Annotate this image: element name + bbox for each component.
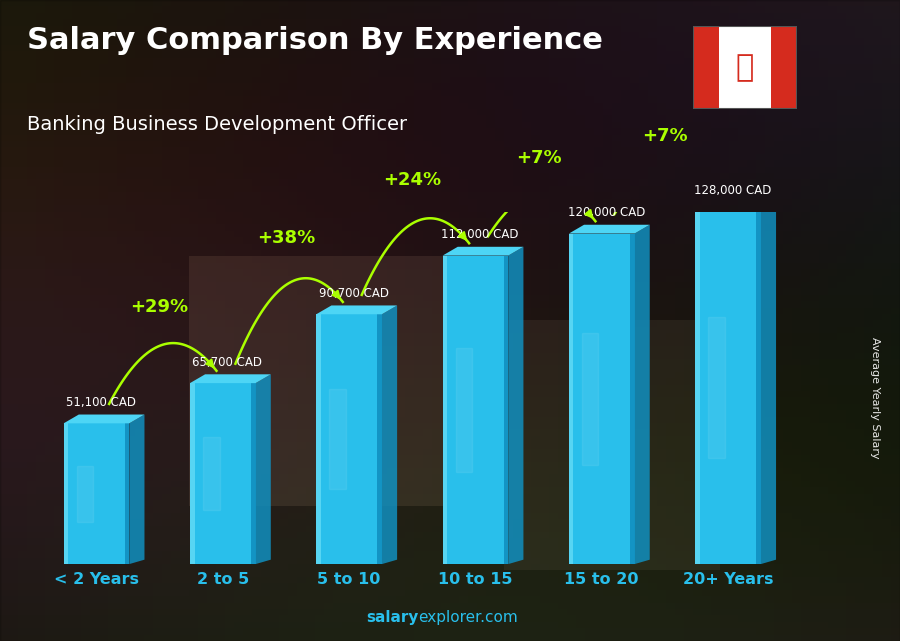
Text: Banking Business Development Officer: Banking Business Development Officer [27,115,407,135]
Text: 🍁: 🍁 [735,53,754,82]
Bar [630,233,634,564]
Text: 51,100 CAD: 51,100 CAD [66,396,136,409]
Text: +29%: +29% [130,298,189,316]
Polygon shape [708,317,725,458]
Polygon shape [695,203,776,212]
Text: +38%: +38% [256,229,315,247]
Bar [251,383,256,564]
Bar [695,212,700,564]
Bar [770,26,796,109]
Text: 112,000 CAD: 112,000 CAD [441,228,518,242]
Text: 90,700 CAD: 90,700 CAD [319,287,389,300]
Text: Average Yearly Salary: Average Yearly Salary [869,337,880,458]
Bar [64,423,130,564]
Text: 128,000 CAD: 128,000 CAD [694,185,771,197]
Bar [190,383,256,564]
Bar [125,423,130,564]
Polygon shape [382,306,397,564]
Text: explorer.com: explorer.com [418,610,518,625]
Polygon shape [203,437,220,510]
Polygon shape [256,374,271,564]
Polygon shape [64,415,145,423]
Bar [190,383,194,564]
Text: +7%: +7% [516,149,562,167]
Text: 65,700 CAD: 65,700 CAD [193,356,262,369]
Text: salary: salary [366,610,418,625]
Text: Salary Comparison By Experience: Salary Comparison By Experience [27,26,603,54]
Bar [693,26,719,109]
Bar [316,314,382,564]
Polygon shape [508,247,524,564]
Bar [504,256,508,564]
Polygon shape [316,306,397,314]
Bar [756,212,760,564]
Text: +24%: +24% [383,171,441,188]
Polygon shape [329,389,346,489]
Bar [443,256,447,564]
Polygon shape [760,203,776,564]
Polygon shape [634,225,650,564]
Bar [316,314,321,564]
Text: 120,000 CAD: 120,000 CAD [568,206,645,219]
Polygon shape [443,247,524,256]
Bar [64,423,68,564]
Polygon shape [190,374,271,383]
Bar [695,212,760,564]
Bar [569,233,634,564]
Polygon shape [569,225,650,233]
Bar [377,314,382,564]
Polygon shape [455,348,472,472]
Polygon shape [76,465,94,522]
Bar [443,256,508,564]
Polygon shape [130,415,145,564]
Text: +7%: +7% [642,126,688,144]
Bar [569,233,573,564]
Polygon shape [582,333,599,465]
